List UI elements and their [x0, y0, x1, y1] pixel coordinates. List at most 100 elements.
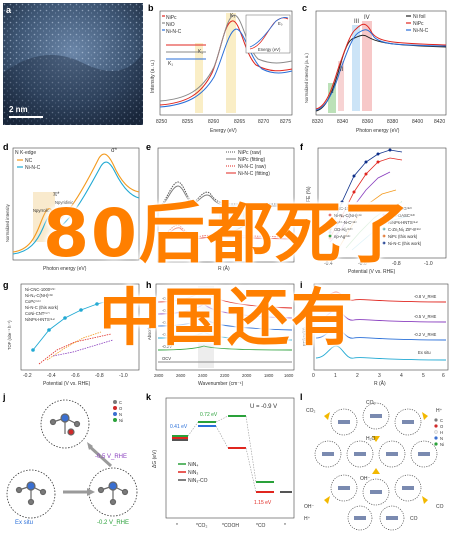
curve-h-1: -0.5V [162, 308, 172, 313]
scale-bar-label: 2 nm [9, 105, 28, 114]
species-l-7: CO [410, 516, 418, 522]
legend-e-0: NiPc (raw) [238, 150, 262, 156]
ylabel-f: FE (%) [306, 186, 312, 202]
title-d: N K-edge [15, 150, 36, 156]
panel-label-e: e [146, 142, 152, 152]
state-mid: -0.2 V_RHE [97, 520, 129, 526]
panel-b: b E₀ Energy (eV) K₁ K₂ K₃ NiPc NiO Ni-N-… [146, 3, 298, 138]
xtick-g-4: -1.0 [119, 373, 128, 379]
panel-label-h: h [146, 280, 152, 290]
panel-label-f: f [300, 142, 303, 152]
annot-k1: K₁ [168, 61, 173, 67]
curve-h-0: -0.6V [162, 296, 172, 301]
plot-d: N K-edge NC Ni-N-C σ* π* Npyridinic Npyr… [5, 147, 140, 272]
legend-b-0: NiPc [166, 15, 177, 21]
species-l-0: CO₂ [306, 408, 316, 414]
xtick-c-5: 8420 [434, 119, 445, 125]
legend-l-2: H [440, 430, 443, 435]
xtick-h-1: 2600 [176, 373, 186, 378]
panel-h: h -0.6V -0.5V -0.4V -0.3V -0.2V OCV Abso… [146, 280, 298, 387]
xtick-h-0: 2800 [154, 373, 164, 378]
structures-j: C O N Ni Ex situ -0.2 V_RHE -0.5 V_RHE [6, 399, 138, 526]
annot-d-graphitic: Ngraphitic [59, 210, 78, 215]
mechanism-l: CO₂ H⁺ OH⁻ CO H₂O CO₂ H⁺ CO OH⁻ C O H N … [304, 400, 444, 531]
legend-f-7: NiNPs-HNTS⁽⁵⁴⁾ [388, 220, 418, 225]
panel-g: g Ni-CNC-1000⁽²⁹⁾ Ni-N₄-C(NH)⁽³¹⁾ CoPc⁽⁵… [3, 280, 143, 387]
xtick-f-0: -0.4 [324, 261, 333, 267]
legend-d-1: Ni-N-C [25, 165, 41, 171]
energy-k-2: 0.72 eV [200, 412, 218, 418]
panel-label-a: a [6, 5, 12, 15]
legend-l-4: Ni [440, 442, 444, 447]
species-l-3: CO [436, 504, 444, 510]
species-l-8: OH⁻ [360, 476, 371, 482]
legend-f-8: C-Zn₁Ni₃ ZIF-8⁽⁵⁵⁾ [388, 227, 421, 232]
legend-g-4: CoNi-CNT⁽⁵⁷⁾ [25, 311, 50, 316]
legend-f-5: A-Ni-NSG⁽⁵²⁾ [388, 206, 412, 211]
roman-c-1: II [340, 67, 344, 73]
xticks-c: 8320 8340 8360 8380 8400 8420 [312, 119, 445, 125]
panel-label-b: b [148, 3, 154, 13]
panel-label-j: j [3, 392, 6, 402]
legend-l-3: N [440, 436, 443, 441]
legend-f-4: np-Ag⁽⁵¹⁾ [334, 234, 350, 239]
legend-k-2: NiN₃-CO [188, 478, 208, 484]
ylabel-d: Normalized intensity [5, 203, 10, 242]
xtick-c-0: 8320 [312, 119, 323, 125]
molecule-mid [97, 481, 129, 506]
annot-k3: K₃ [230, 13, 235, 19]
xtick-f-3: -1.0 [424, 261, 433, 267]
annot-d-pyrrolic: Npyrrolic [33, 208, 50, 213]
xlabel-c: Photon energy (eV) [356, 128, 400, 134]
plot-i: -0.8 V_RHE -0.5 V_RHE -0.2 V_RHE Ex situ… [302, 283, 449, 387]
legend-l-0: C [440, 418, 443, 423]
panel-k: k U = -0.9 V 0.41 eV 0.72 eV 1.15 eV NiN… [146, 392, 298, 534]
plot-g: Ni-CNC-1000⁽²⁹⁾ Ni-N₄-C(NH)⁽³¹⁾ CoPc⁽⁵⁶⁾… [7, 283, 140, 387]
xtick-k-4: * [284, 523, 286, 529]
xtick-i-5: 5 [422, 373, 425, 379]
xtick-c-1: 8340 [337, 119, 348, 125]
roman-c-3: IV [364, 15, 370, 21]
xlabel-g: Potential (V vs. RHE) [43, 381, 91, 387]
legend-d-0: NC [25, 158, 33, 164]
xlabel-b: Energy (eV) [210, 128, 237, 134]
energy-k-1: 0.41 eV [170, 424, 188, 430]
xtick-c-4: 8400 [412, 119, 423, 125]
legend-f-1: Ni-N₄-C(NH)⁽³¹⁾ [334, 213, 362, 218]
panel-j: j C O N Ni Ex situ -0.2 V_RHE -0.5 V_RHE [3, 392, 143, 534]
legend-g-3: Ni-N-C (this work) [25, 305, 59, 310]
plot-k: U = -0.9 V 0.41 eV 0.72 eV 1.15 eV NiN₄ … [152, 397, 295, 529]
legend-g-2: CoPc⁽⁵⁶⁾ [25, 299, 41, 304]
plot-e: NiPc (raw) NiPc (fitting) Ni-N-C (raw) N… [157, 147, 295, 272]
xlabel-e: R (Å) [218, 265, 230, 272]
panel-e: e NiPc (raw) NiPc (fitting) Ni-N-C (raw)… [146, 142, 298, 274]
ylabel-c: Normalized intensity (a. u.) [304, 53, 309, 103]
legend-e-3: Ni-N-C (fitting) [238, 171, 270, 177]
legend-f-3: OD-Al₂⁽⁵⁰⁾ [334, 227, 353, 232]
legend-j-1: O [119, 406, 123, 411]
species-l-5: CO₂ [366, 400, 376, 406]
xtick-b-1: 8255 [182, 119, 193, 125]
annot-d-pyridinic: Npyridinic [55, 200, 73, 205]
xtick-h-3: 2200 [220, 373, 230, 378]
molecule-e [219, 205, 245, 233]
species-l-2: OH⁻ [304, 504, 315, 510]
xtick-h-2: 2400 [198, 373, 208, 378]
legend-f-10: Ni-N-C (this work) [388, 241, 422, 246]
panel-label-i: i [300, 280, 303, 290]
curve-i-3: Ex situ [418, 350, 431, 355]
legend-e-1: NiPc (fitting) [238, 157, 266, 163]
roman-c-0: I [332, 89, 334, 95]
legend-j-3: Ni [119, 418, 123, 423]
xtick-g-1: -0.4 [47, 373, 56, 379]
panel-label-g: g [3, 280, 9, 290]
xlabel-d: Photon energy (eV) [43, 266, 87, 272]
xtick-k-0: * [176, 523, 178, 529]
curve-h-2: -0.4V [162, 320, 172, 325]
annot-d-sigma: σ* [111, 148, 118, 154]
curve-h-4: -0.2V [162, 344, 172, 349]
xtick-c-2: 8360 [362, 119, 373, 125]
legend-k-0: NiN₄ [188, 462, 198, 468]
panel-l: l CO₂ H⁺ OH⁻ CO H₂O CO₂ H⁺ CO OH⁻ C O [300, 392, 451, 534]
xtick-g-0: -0.2 [23, 373, 32, 379]
